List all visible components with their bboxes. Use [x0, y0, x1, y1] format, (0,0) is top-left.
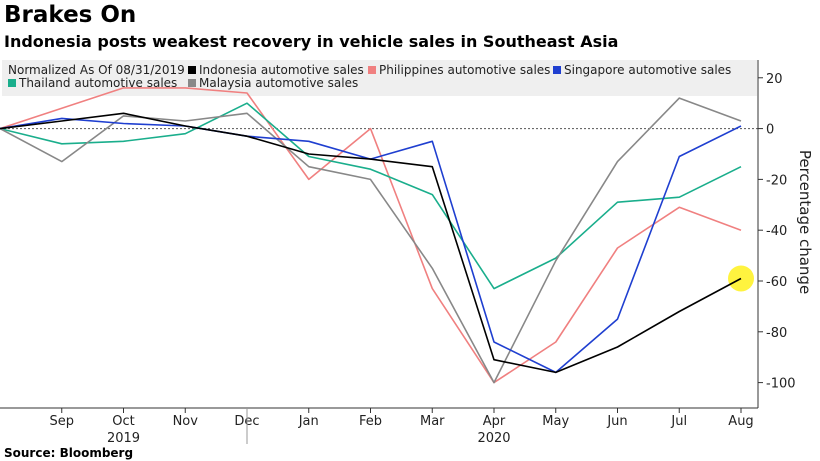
x-tick-label: Apr: [483, 414, 506, 429]
x-tick-label: Nov: [173, 414, 199, 429]
x-year-label: 2019: [107, 431, 140, 446]
y-axis-label: Percentage change: [796, 150, 814, 294]
highlight-marker: [728, 265, 754, 292]
legend-label: Thailand automotive sales: [18, 76, 177, 90]
series-line-philippines-automotive-sales: [0, 87, 742, 384]
x-tick-label: Jul: [670, 414, 687, 429]
y-tick-label: -80: [766, 326, 787, 341]
y-axis-ticks: 20 0 -20 -40 -60 -80 -100: [758, 72, 796, 392]
legend-swatch: [553, 66, 561, 74]
x-tick-label: Aug: [728, 414, 753, 429]
series-line-malaysia-automotive-sales: [0, 97, 742, 384]
legend-swatch: [8, 79, 16, 87]
chart-title: Brakes On: [4, 2, 137, 28]
x-tick-label: Jan: [298, 414, 319, 429]
chart-subtitle: Indonesia posts weakest recovery in vehi…: [4, 32, 619, 51]
legend-normalization-note: Normalized As Of 08/31/2019: [8, 63, 185, 77]
x-year-label: 2020: [477, 431, 510, 446]
legend-swatch: [368, 66, 376, 74]
legend-item-philippines-automotive-sales: Philippines automotive sales: [368, 63, 550, 77]
y-tick-label: -60: [766, 275, 787, 290]
y-tick-label: 20: [766, 72, 783, 87]
legend-item-malaysia-automotive-sales: Malaysia automotive sales: [188, 76, 358, 90]
series-layer: [0, 87, 754, 384]
legend-label: Singapore automotive sales: [564, 63, 731, 77]
legend-item-thailand-automotive-sales: Thailand automotive sales: [8, 76, 177, 90]
legend-item-singapore-automotive-sales: Singapore automotive sales: [553, 63, 731, 77]
series-line-indonesia-automotive-sales: [0, 112, 742, 374]
legend-swatch: [188, 79, 196, 87]
x-axis-ticks: Sep Oct Nov Dec Jan Feb Mar Apr May Jun Jul Aug2019…: [49, 408, 754, 446]
source-note: Source: Bloomberg: [4, 446, 134, 460]
legend-item-indonesia-automotive-sales: Indonesia automotive sales: [188, 63, 364, 77]
y-tick-label: -100: [766, 377, 796, 392]
x-tick-label: Feb: [359, 414, 382, 429]
x-tick-label: Oct: [112, 414, 134, 429]
series-line-singapore-automotive-sales: [0, 117, 742, 374]
legend-label: Malaysia automotive sales: [199, 76, 358, 90]
legend: Normalized As Of 08/31/2019 Indonesia au…: [8, 63, 731, 90]
legend-swatch: [188, 66, 196, 74]
x-tick-label: Jun: [606, 414, 627, 429]
y-tick-label: 0: [766, 123, 774, 138]
series-line-thailand-automotive-sales: [0, 102, 742, 290]
y-tick-label: -20: [766, 173, 787, 188]
x-tick-label: Mar: [420, 414, 445, 429]
legend-label: Indonesia automotive sales: [199, 63, 364, 77]
x-tick-label: Sep: [49, 414, 74, 429]
legend-label: Philippines automotive sales: [379, 63, 550, 77]
legend-background: [2, 60, 757, 96]
y-tick-label: -40: [766, 224, 787, 239]
x-tick-label: May: [542, 414, 569, 429]
